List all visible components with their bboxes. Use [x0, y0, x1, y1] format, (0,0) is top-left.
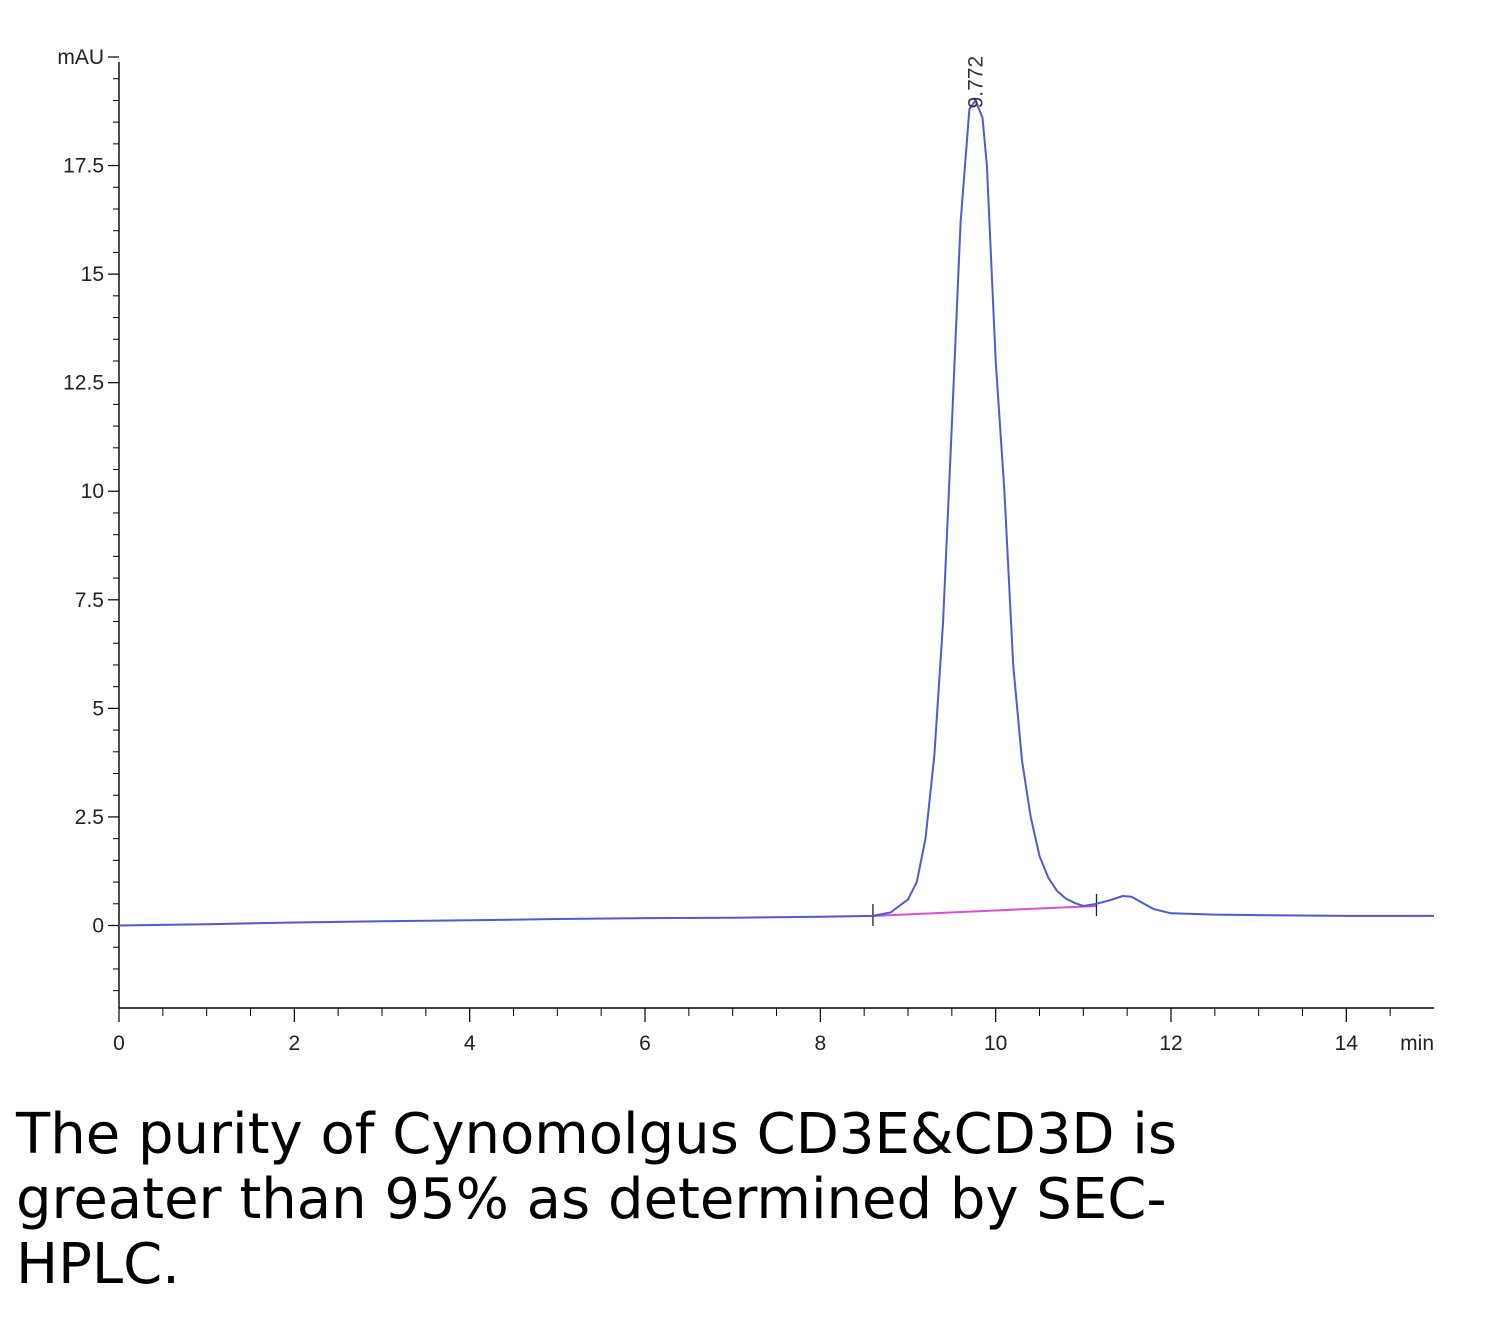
x-tick-label: 6 [639, 1032, 651, 1055]
x-tick-label: 10 [984, 1032, 1007, 1055]
x-tick-label: 4 [464, 1032, 476, 1055]
y-tick-label: 0 [92, 914, 104, 937]
caption-line-1: The purity of Cynomolgus CD3E&CD3D is [16, 1102, 1178, 1167]
x-tick-label: 8 [814, 1032, 826, 1055]
y-tick-label: 12.5 [63, 372, 104, 395]
chromatogram-chart: 0 2.5 5 7.5 10 12.5 15 17.5 mAU 0 2 4 6 8 10 12 14 min 9.7… [57, 46, 1434, 1055]
y-tick-label: 2.5 [75, 806, 104, 829]
x-tick-label: 12 [1159, 1032, 1182, 1055]
caption-line-3: HPLC. [16, 1231, 180, 1297]
x-tick-label: 14 [1335, 1032, 1359, 1055]
chromatogram-trace [118, 99, 1434, 927]
y-tick-label: 7.5 [75, 589, 104, 612]
integration-baseline [872, 904, 1097, 917]
figure-caption: The purity of Cynomolgus CD3E&CD3D is gr… [16, 1102, 1178, 1298]
x-tick-label: 0 [113, 1032, 125, 1055]
y-unit-label: mAU [57, 46, 104, 69]
x-unit-label: min [1400, 1032, 1434, 1055]
y-tick-label: 15 [81, 263, 104, 286]
caption-line-2: greater than 95% as determined by SEC- [16, 1166, 1167, 1232]
chromatogram-svg: 0 2.5 5 7.5 10 12.5 15 17.5 mAU 0 2 4 6 8 10 12 14 min 9.7… [57, 46, 1434, 1055]
x-tick-label: 2 [288, 1032, 300, 1055]
y-tick-label: 10 [81, 480, 104, 503]
peak-label: 9.772 [965, 56, 988, 109]
y-tick-label: 5 [92, 697, 104, 720]
y-tick-label: 17.5 [63, 155, 104, 178]
